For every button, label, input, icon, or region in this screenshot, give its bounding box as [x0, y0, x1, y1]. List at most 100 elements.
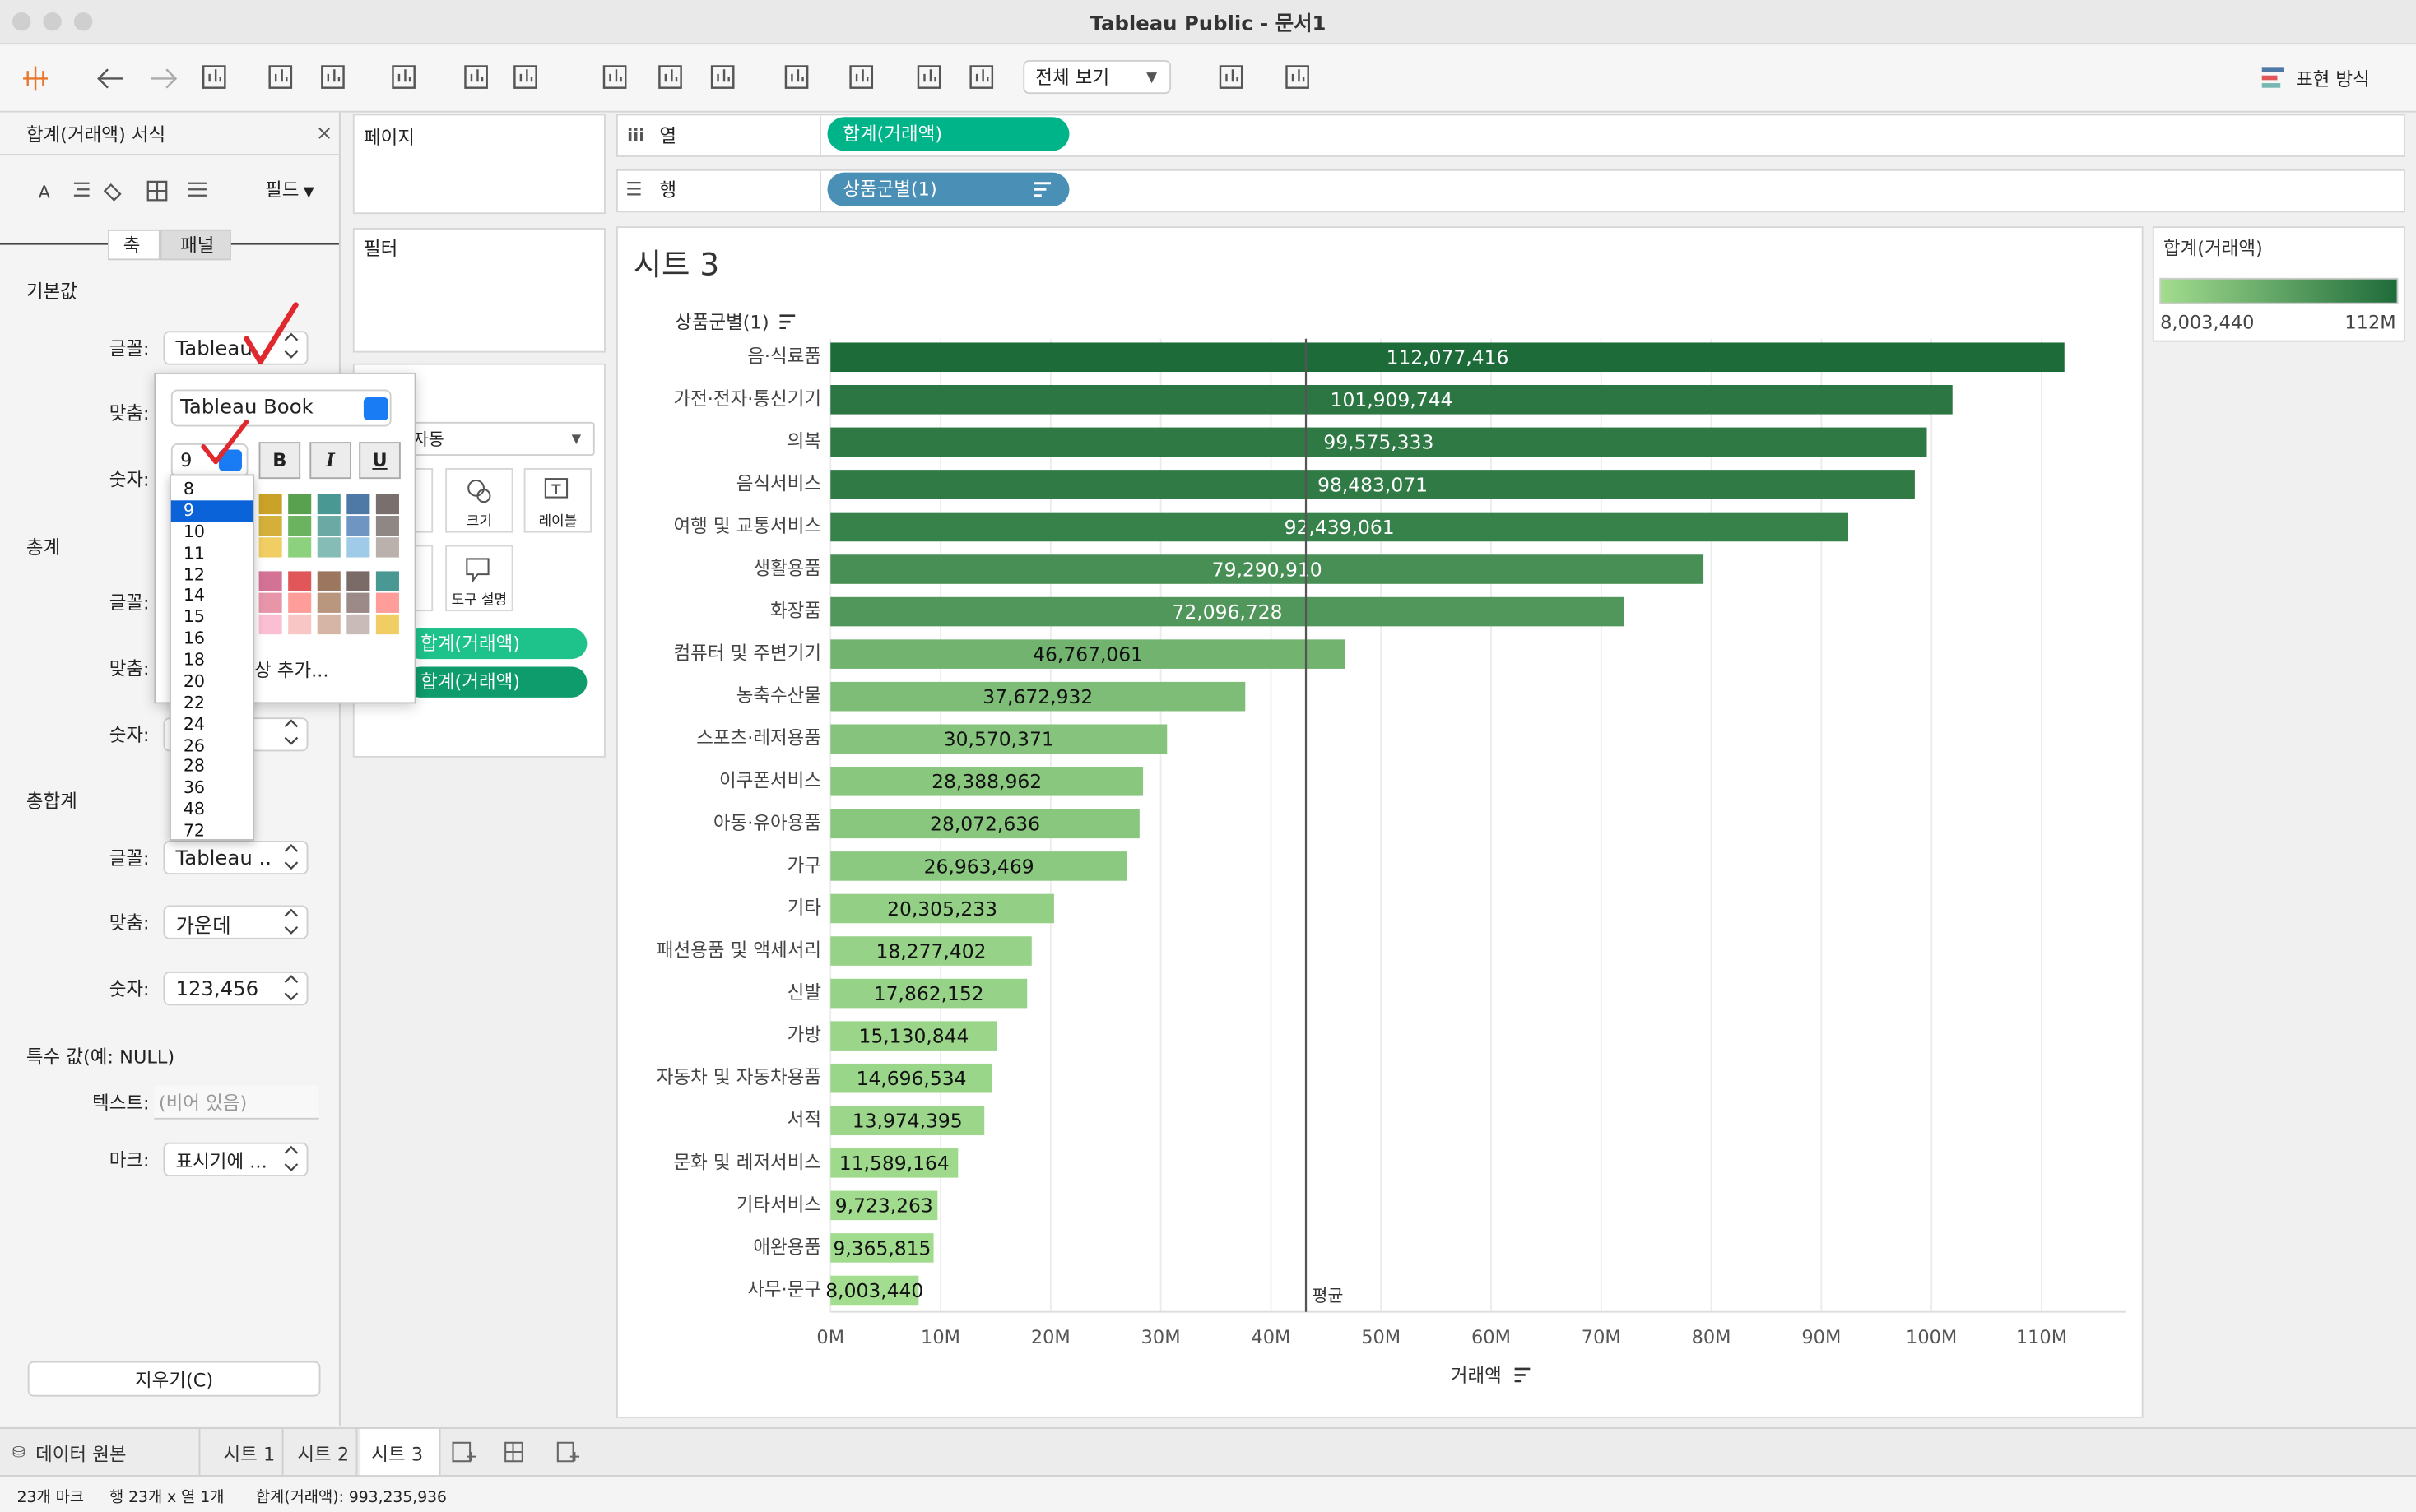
marks-button[interactable] [445, 545, 513, 612]
text-input[interactable] [154, 1085, 319, 1120]
color-swatch[interactable] [288, 516, 312, 536]
toolbar-button[interactable] [969, 65, 994, 89]
marks-pill[interactable]: 합계(거래액) [405, 628, 588, 660]
font-size-option[interactable]: 9 [183, 500, 194, 521]
font-size-option[interactable]: 28 [183, 756, 206, 777]
toolbar-button[interactable] [1285, 65, 1309, 89]
sort-icon[interactable] [1514, 1367, 1531, 1383]
color-swatch[interactable] [317, 494, 341, 515]
toolbar-button[interactable] [602, 65, 627, 89]
bar[interactable] [830, 936, 1032, 966]
bar[interactable] [830, 1063, 992, 1093]
mark-type-select[interactable] [403, 421, 595, 457]
rows-pill[interactable]: 상품군별(1) [827, 172, 1070, 206]
color-swatch[interactable] [258, 494, 282, 515]
sort-icon[interactable] [779, 314, 796, 329]
toolbar-button[interactable] [658, 65, 682, 89]
font-size-option[interactable]: 18 [183, 649, 206, 670]
toolbar-button[interactable] [710, 65, 735, 89]
color-swatch[interactable] [346, 571, 370, 591]
sheet-tab[interactable] [286, 1428, 358, 1476]
toolbar-button[interactable] [513, 65, 537, 89]
color-swatch[interactable] [375, 537, 399, 558]
toolbar-button[interactable] [917, 65, 941, 89]
toolbar-button[interactable] [464, 65, 488, 89]
sort-icon[interactable] [1033, 180, 1054, 198]
bar[interactable] [830, 1190, 938, 1221]
window-minimize[interactable] [43, 12, 62, 31]
font-size-option[interactable]: 10 [183, 522, 206, 542]
bar[interactable] [830, 596, 1624, 627]
font-size-option[interactable]: 15 [183, 606, 206, 628]
color-swatch[interactable] [258, 614, 282, 635]
sheet-tab[interactable] [212, 1428, 284, 1476]
show-me-button[interactable]: 표현 방식 [2295, 68, 2370, 90]
font-size-option[interactable]: 14 [183, 585, 206, 606]
font-size-option[interactable]: 36 [183, 777, 206, 799]
color-swatch[interactable] [375, 516, 399, 536]
toolbar-button[interactable] [1219, 65, 1243, 89]
font-size-option[interactable]: 26 [183, 735, 206, 756]
close-button[interactable]: × [315, 122, 333, 146]
toolbar-button[interactable] [268, 65, 293, 89]
color-swatch[interactable] [288, 614, 312, 635]
pane-tab[interactable] [160, 229, 231, 261]
color-swatch[interactable] [375, 571, 399, 591]
bar[interactable] [830, 342, 2065, 373]
bar[interactable] [830, 809, 1140, 839]
font-size-option[interactable]: 72 [183, 820, 206, 841]
sheet-tab[interactable] [9, 1428, 201, 1476]
bar[interactable] [830, 1021, 997, 1051]
clear-button[interactable] [27, 1361, 321, 1397]
font-size-option[interactable]: 12 [183, 564, 206, 585]
bar[interactable] [830, 851, 1127, 881]
color-swatch[interactable] [317, 592, 341, 613]
font-select[interactable] [163, 331, 309, 365]
font-family-select[interactable] [170, 389, 392, 427]
bar[interactable] [830, 427, 1927, 457]
bar[interactable] [830, 724, 1168, 754]
toolbar-button[interactable] [97, 68, 123, 89]
toolbar-button[interactable] [151, 68, 178, 89]
bar[interactable] [830, 1233, 934, 1263]
color-swatch[interactable] [346, 592, 370, 613]
marks-pill[interactable]: 합계(거래액) [405, 666, 588, 698]
bar[interactable] [830, 1275, 919, 1306]
color-swatch[interactable] [346, 494, 370, 515]
bar[interactable] [830, 1106, 985, 1136]
font-size-option[interactable]: 16 [183, 628, 206, 649]
font-select[interactable] [163, 840, 309, 875]
bar[interactable] [830, 1148, 959, 1178]
color-swatch[interactable] [375, 494, 399, 515]
window-zoom[interactable] [73, 12, 93, 31]
marks-select[interactable] [163, 1142, 309, 1176]
bar[interactable] [830, 978, 1028, 1009]
color-swatch[interactable] [258, 537, 282, 558]
bar[interactable] [830, 512, 1849, 542]
color-swatch[interactable] [375, 592, 399, 613]
font-tab-icon[interactable]: A [38, 182, 50, 203]
toolbar-button[interactable] [321, 65, 345, 89]
bar[interactable] [830, 767, 1144, 796]
italic-button[interactable] [309, 442, 351, 480]
color-swatch[interactable] [258, 516, 282, 536]
bar[interactable] [830, 385, 1953, 415]
toolbar-button[interactable] [202, 65, 226, 89]
color-swatch[interactable] [288, 592, 312, 613]
font-size-option[interactable]: 20 [183, 670, 206, 692]
color-swatch[interactable] [288, 537, 312, 558]
color-swatch[interactable] [288, 571, 312, 591]
axis-tab[interactable] [108, 229, 160, 261]
font-size-option[interactable]: 11 [183, 543, 206, 564]
font-size-option[interactable]: 8 [183, 479, 194, 499]
color-swatch[interactable] [317, 537, 341, 558]
toolbar-button[interactable] [849, 65, 874, 89]
view-dropdown[interactable] [1023, 59, 1172, 95]
toolbar-button[interactable] [23, 66, 49, 91]
bar[interactable] [830, 470, 1915, 499]
bar[interactable] [830, 554, 1704, 584]
bar[interactable] [830, 639, 1345, 669]
bar[interactable] [830, 893, 1054, 924]
bar[interactable] [830, 681, 1246, 712]
color-swatch[interactable] [317, 571, 341, 591]
